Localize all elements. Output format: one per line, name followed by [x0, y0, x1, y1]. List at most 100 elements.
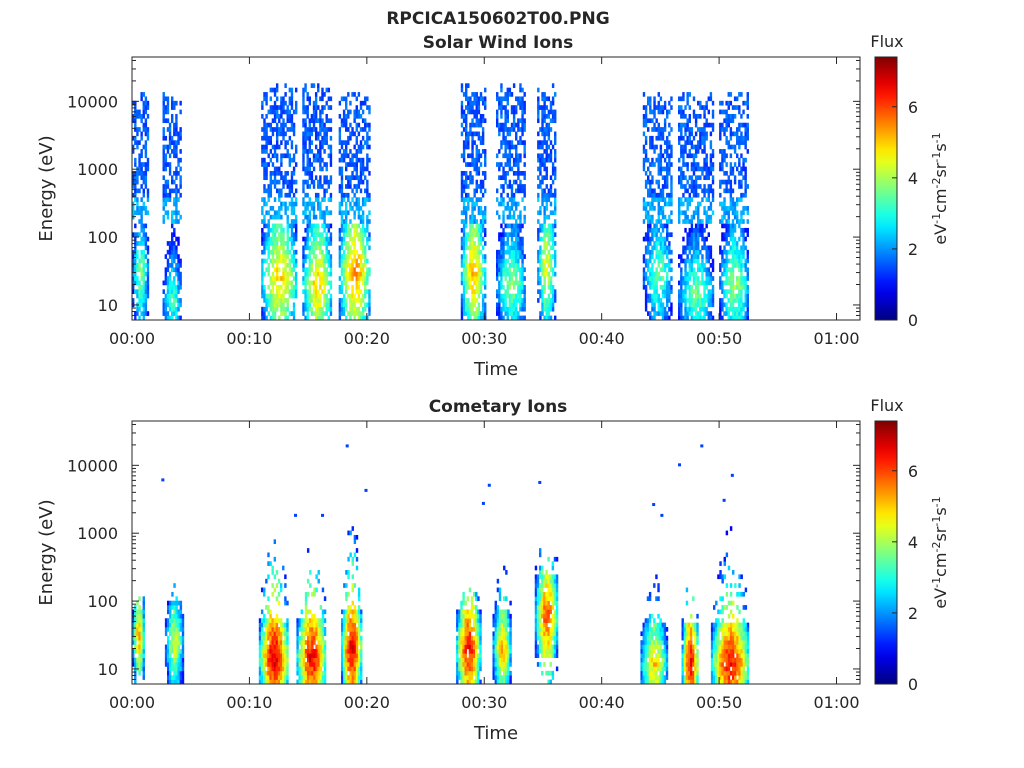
spectrogram-cell: [506, 249, 509, 255]
spectrogram-cell: [175, 214, 178, 220]
spectrogram-cell: [169, 622, 172, 628]
spectrogram-cell: [142, 267, 145, 273]
spectrogram-cell: [742, 315, 745, 321]
spectrogram-cell: [286, 227, 289, 233]
spectrogram-cell: [697, 184, 700, 189]
spectrogram-cell: [512, 179, 516, 185]
spectrogram-cell: [701, 280, 704, 286]
spectrogram-cell: [479, 263, 483, 268]
spectrogram-cell: [740, 122, 743, 128]
spectrogram-cell: [719, 166, 722, 172]
spectrogram-cell: [136, 127, 139, 132]
spectrogram-cell: [740, 315, 743, 321]
spectrogram-cell: [140, 631, 143, 637]
spectrogram-cell: [142, 613, 145, 619]
spectrogram-cell: [319, 298, 322, 303]
spectrogram-cell: [541, 105, 544, 110]
spectrogram-cell: [138, 210, 141, 216]
spectrogram-cell: [479, 118, 483, 124]
spectrogram-cell: [353, 267, 356, 273]
spectrogram-cell: [663, 197, 667, 202]
spectrogram-cell: [668, 241, 671, 246]
spectrogram-cell: [744, 298, 747, 303]
spectrogram-cell: [479, 188, 483, 194]
spectrogram-cell: [738, 293, 741, 299]
spectrogram-cell: [132, 618, 135, 623]
spectrogram-cell: [551, 144, 555, 150]
spectrogram-cell: [500, 162, 503, 167]
spectrogram-cell: [642, 105, 646, 110]
spectrogram-cell: [294, 263, 298, 268]
spectrogram-cell: [302, 144, 305, 150]
spectrogram-cell: [475, 100, 478, 106]
spectrogram-cell: [132, 280, 135, 286]
spectrogram-cell: [263, 679, 266, 685]
spectrogram-cell: [547, 153, 551, 159]
spectrogram-cell: [523, 219, 526, 224]
spectrogram-cell: [742, 100, 745, 106]
spectrogram-cell: [725, 170, 728, 176]
spectrogram-cell: [280, 306, 283, 312]
spectrogram-cell: [484, 153, 487, 159]
spectrogram-cell: [292, 109, 296, 115]
spectrogram-cell: [467, 140, 470, 145]
spectrogram-cell: [742, 284, 745, 290]
spectrogram-cell: [258, 675, 262, 680]
spectrogram-cell: [663, 166, 667, 172]
spectrogram-cell: [467, 201, 470, 207]
spectrogram-cell: [175, 635, 178, 641]
spectrogram-cell: [707, 170, 710, 176]
spectrogram-cell: [657, 92, 660, 97]
spectrogram-cell: [321, 276, 324, 281]
spectrogram-cell: [731, 258, 735, 264]
spectrogram-cell: [721, 280, 724, 286]
spectrogram-cell: [541, 197, 544, 202]
spectrogram-cell: [294, 232, 298, 238]
spectrogram-cell: [304, 118, 307, 124]
spectrogram-cell: [705, 105, 708, 110]
spectrogram-cell: [177, 622, 180, 628]
spectrogram-cell: [179, 184, 182, 189]
spectrogram-cell: [460, 192, 464, 198]
spectrogram-cell: [500, 236, 503, 242]
spectrogram-cell: [282, 109, 285, 115]
spectrogram-cell: [366, 276, 369, 281]
spectrogram-cell: [460, 153, 464, 159]
spectrogram-cell: [140, 258, 143, 264]
spectrogram-cell: [701, 306, 704, 312]
spectrogram-cell: [271, 293, 275, 299]
spectrogram-cell: [649, 109, 652, 115]
spectrogram-cell: [731, 293, 735, 299]
spectrogram-cell: [170, 232, 174, 238]
spectrogram-cell: [721, 127, 724, 132]
spectrogram-cell: [278, 170, 281, 176]
spectrogram-cell: [359, 271, 363, 277]
spectrogram-cell: [549, 105, 553, 110]
spectrogram-cell: [740, 267, 743, 273]
spectrogram-cell: [670, 192, 673, 198]
spectrogram-cell: [366, 214, 369, 220]
spectrogram-cell: [173, 105, 176, 110]
spectrogram-cell: [355, 140, 358, 145]
spectrogram-cell: [361, 127, 365, 132]
spectrogram-cell: [263, 241, 266, 246]
spectrogram-cell: [269, 157, 273, 163]
spectrogram-cell: [462, 232, 466, 238]
spectrogram-cell: [132, 184, 135, 189]
spectrogram-cell: [136, 657, 139, 663]
spectrogram-cell: [351, 188, 354, 194]
spectrogram-cell: [508, 306, 512, 312]
spectrogram-cell: [260, 622, 264, 628]
spectrogram-cell: [551, 166, 555, 172]
spectrogram-cell: [142, 618, 145, 623]
spectrogram-cell: [146, 293, 150, 299]
spectrogram-cell: [179, 666, 183, 672]
spectrogram-cell: [547, 135, 551, 141]
spectrogram-cell: [319, 149, 322, 154]
spectrogram-cell: [744, 315, 747, 321]
spectrogram-cell: [166, 675, 170, 680]
spectrogram-cell: [484, 170, 487, 176]
spectrogram-cell: [329, 149, 333, 154]
spectrogram-cell: [280, 131, 283, 137]
spectrogram-cell: [168, 302, 172, 308]
